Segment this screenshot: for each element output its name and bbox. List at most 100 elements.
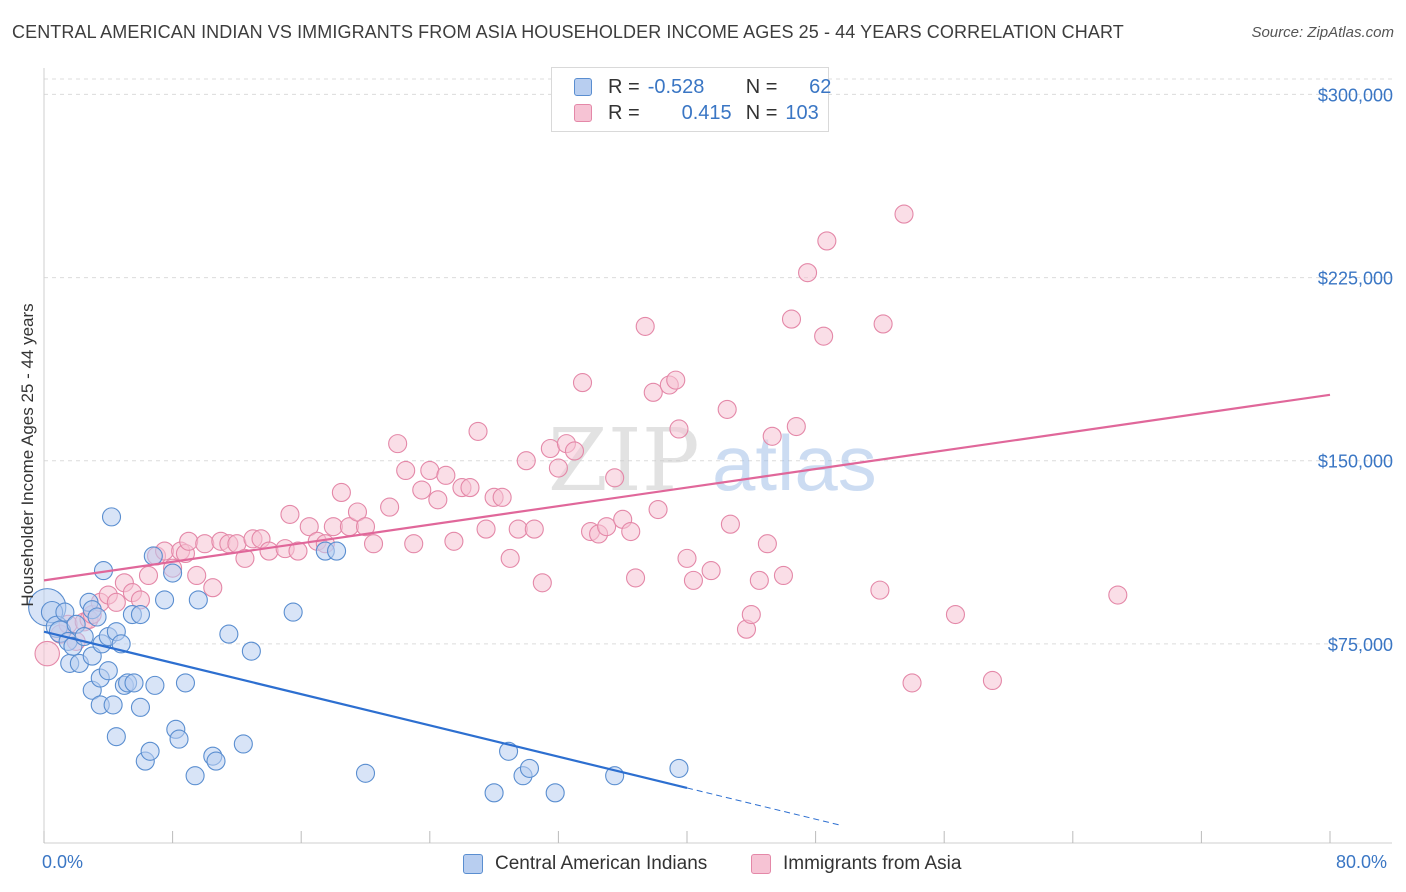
y-tick-label: $225,000 [1318, 269, 1393, 289]
x-min-label: 0.0% [42, 852, 84, 872]
pink-point [572, 373, 593, 393]
pink-point [720, 514, 740, 534]
pink-point [683, 570, 703, 590]
pink-point [757, 534, 777, 554]
pink-point [460, 478, 480, 498]
blue-point [219, 624, 239, 644]
pink-point [516, 451, 536, 471]
bottom-legend-label-pink: Immigrants from Asia [783, 853, 962, 874]
pink-point [781, 309, 802, 329]
pink-point [786, 416, 806, 437]
blue-point [143, 546, 163, 566]
legend-swatch-pink [574, 104, 592, 122]
pink-point [635, 316, 655, 336]
pink-point [540, 438, 560, 459]
blue-point [145, 675, 165, 695]
pink-point [323, 517, 343, 537]
bottom-legend-blue: Central American Indians [463, 851, 707, 877]
blue-point [98, 661, 118, 681]
pink-point [195, 534, 215, 554]
blue-point [130, 605, 150, 625]
blue-point [155, 590, 175, 610]
pink-point [605, 468, 625, 488]
pink-point [34, 640, 60, 667]
pink-point [982, 670, 1002, 691]
legend-r-label: R = [608, 101, 640, 124]
trend-lines [43, 393, 1331, 826]
pink-point [717, 399, 737, 419]
pink-point [412, 480, 432, 500]
blue-point [124, 673, 144, 693]
pink-point [626, 568, 646, 588]
pink-point [773, 565, 794, 586]
pink-point [203, 578, 223, 598]
pink-point [106, 592, 126, 612]
blue-point [55, 602, 75, 622]
pink-point [500, 548, 520, 568]
pink-point [280, 504, 300, 524]
legend-r-value: -0.528 [647, 75, 705, 98]
blue-point [101, 507, 122, 527]
y-tick-label: $75,000 [1328, 635, 1393, 655]
y-tick-label: $300,000 [1318, 85, 1393, 105]
chart-title: CENTRAL AMERICAN INDIAN VS IMMIGRANTS FR… [12, 22, 1124, 42]
pink-point [187, 565, 207, 586]
blue-point [499, 741, 519, 761]
pink-point [741, 605, 761, 625]
blue-point [169, 729, 189, 749]
blue-point [355, 763, 376, 783]
pink-point [444, 531, 464, 551]
blue-point [327, 541, 347, 561]
pink-point [643, 382, 663, 402]
pink-point [363, 534, 384, 554]
blue-point [188, 590, 208, 610]
pink-point [235, 548, 255, 568]
legend-r-label: R = [608, 75, 640, 98]
blue-trend-extension [686, 787, 840, 826]
legend-n-label: N = [745, 101, 778, 124]
blue-point [233, 734, 253, 754]
y-tick-labels: $75,000 $150,000 $225,000 $300,000 [1318, 85, 1393, 654]
pink-point [798, 263, 818, 283]
pink-point [648, 499, 668, 520]
axes [43, 68, 1392, 844]
blue-point [185, 766, 205, 786]
y-tick-label: $150,000 [1318, 452, 1393, 472]
legend-swatch-blue [574, 78, 592, 96]
legend-n-value: 62 [809, 75, 832, 98]
blue-point [130, 697, 150, 717]
blue-point [163, 563, 183, 583]
blue-point [87, 607, 107, 627]
blue-point [206, 751, 226, 771]
pink-point [331, 482, 351, 503]
pink-point [380, 497, 400, 517]
pink-point [404, 534, 424, 554]
pink-point [508, 519, 528, 539]
pink-point [396, 460, 416, 481]
pink-point [288, 541, 308, 561]
blue-point [669, 758, 689, 778]
pink-point [945, 605, 966, 625]
blue-point [283, 602, 303, 622]
pink-point [436, 465, 456, 485]
bottom-legend-swatch-blue [463, 854, 483, 874]
pink-point [701, 561, 721, 581]
x-max-label: 80.0% [1336, 852, 1388, 872]
pink-point [894, 204, 914, 224]
pink-series-points [34, 204, 1128, 693]
pink-point [476, 519, 496, 539]
blue-point [484, 783, 504, 803]
legend-n-value: 103 [785, 101, 819, 124]
blue-trend-line [43, 630, 688, 789]
pink-point [468, 421, 488, 441]
pink-point [669, 419, 689, 439]
pink-point [138, 565, 159, 586]
legend-row-blue: R = -0.528 N = 62 [574, 74, 831, 100]
legend-n-label: N = [745, 75, 778, 98]
bottom-legend-pink: Immigrants from Asia [751, 851, 961, 877]
blue-point [519, 758, 540, 778]
pink-point [873, 314, 893, 334]
pink-point [677, 548, 697, 568]
blue-point [103, 695, 123, 715]
